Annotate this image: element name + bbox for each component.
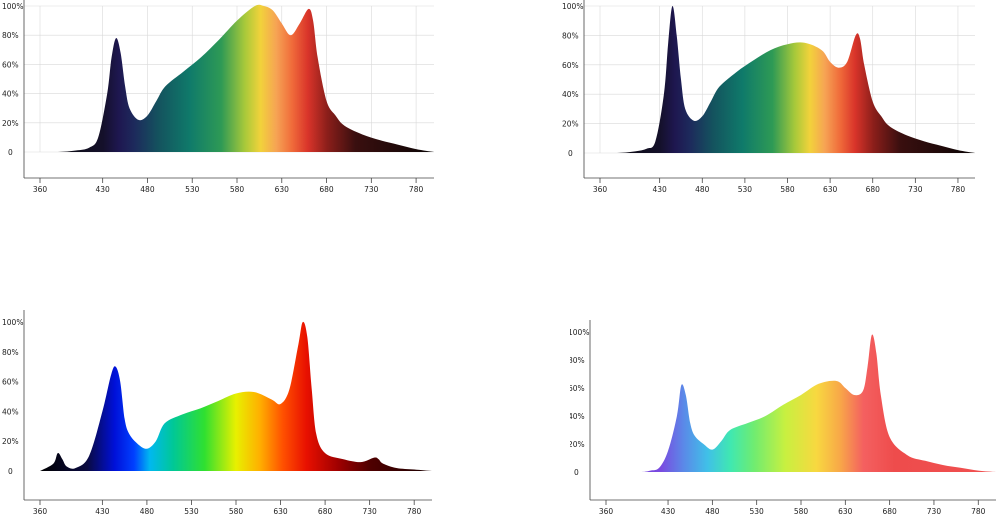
- x-tick-label: 680: [319, 185, 334, 194]
- x-tick-label: 630: [823, 185, 838, 194]
- y-tick-label: 0: [568, 149, 573, 158]
- x-tick-label: 580: [230, 185, 245, 194]
- y-tick-label: 20%: [570, 440, 585, 449]
- y-tick-label: 40%: [562, 90, 579, 99]
- y-tick-label: 20%: [2, 437, 19, 446]
- x-tick-label: 680: [866, 185, 881, 194]
- x-tick-label: 580: [794, 507, 809, 514]
- x-tick-label: 730: [364, 185, 379, 194]
- spectrum-chart-2: 0 20% 40% 60% 80% 100% 360 430 480 530 580 630 680 73…: [562, 0, 975, 194]
- y-tick-label: 100%: [562, 2, 583, 11]
- spectrum-chart-3: 0 20% 40% 60% 80% 100% 360 430 480 530 580 630 680 73…: [2, 310, 432, 514]
- x-tick-label: 480: [695, 185, 710, 194]
- spectrum-chart-4: 0 20% 40% 60% 80% 100% 360 430 480 530 580 630 680 73…: [570, 320, 996, 514]
- y-tick-label: 80%: [2, 348, 19, 357]
- x-tick-label: 530: [185, 185, 200, 194]
- spectrum-area: [40, 4, 434, 152]
- x-tick-label: 630: [275, 185, 290, 194]
- y-tick-label: 60%: [562, 61, 579, 70]
- y-tick-label: 80%: [570, 356, 585, 365]
- y-tick-label: 0: [8, 148, 13, 157]
- y-tick-label: 80%: [2, 31, 19, 40]
- x-tick-label: 360: [33, 185, 48, 194]
- y-tick-label: 60%: [570, 384, 585, 393]
- x-tick-label: 360: [33, 507, 48, 514]
- y-tick-label: 100%: [2, 2, 23, 11]
- x-tick-label: 360: [599, 507, 614, 514]
- x-tick-label: 430: [96, 185, 111, 194]
- y-tick-label: 20%: [562, 120, 579, 129]
- x-tick-label: 780: [409, 185, 424, 194]
- y-tick-label: 40%: [2, 90, 19, 99]
- x-tick-label: 530: [750, 507, 765, 514]
- x-tick-label: 480: [705, 507, 720, 514]
- y-tick-label: 60%: [2, 60, 19, 69]
- x-tick-label: 430: [95, 507, 110, 514]
- x-tick-label: 580: [780, 185, 795, 194]
- y-tick-label: 100%: [570, 328, 589, 337]
- y-tick-label: 20%: [2, 119, 19, 128]
- y-tick-label: 40%: [570, 412, 585, 421]
- y-tick-label: 60%: [2, 378, 19, 387]
- x-tick-label: 680: [318, 507, 333, 514]
- x-tick-label: 530: [184, 507, 199, 514]
- x-tick-label: 360: [593, 185, 608, 194]
- x-tick-label: 430: [652, 185, 667, 194]
- y-tick-label: 0: [574, 468, 579, 477]
- y-tick-label: 0: [8, 467, 13, 476]
- spectrum-chart-1: 0 20% 40% 60% 80% 100% 360 430 480 530 580 630 680 73…: [2, 0, 434, 194]
- x-tick-label: 780: [407, 507, 422, 514]
- x-tick-label: 430: [661, 507, 676, 514]
- y-tick-label: 100%: [2, 318, 23, 327]
- spectrum-area: [600, 5, 975, 154]
- y-tick-label: 40%: [2, 407, 19, 416]
- x-tick-label: 680: [882, 507, 897, 514]
- spectrum-area: [606, 334, 996, 472]
- spectrum-area: [40, 321, 432, 471]
- x-tick-label: 530: [738, 185, 753, 194]
- x-tick-label: 730: [362, 507, 377, 514]
- x-tick-label: 580: [229, 507, 244, 514]
- y-tick-label: 80%: [562, 31, 579, 40]
- x-tick-label: 730: [908, 185, 923, 194]
- x-tick-label: 730: [927, 507, 942, 514]
- x-tick-label: 480: [140, 185, 155, 194]
- x-tick-label: 780: [971, 507, 986, 514]
- x-tick-label: 480: [140, 507, 155, 514]
- x-tick-label: 780: [951, 185, 966, 194]
- x-tick-label: 630: [273, 507, 288, 514]
- x-tick-label: 630: [838, 507, 853, 514]
